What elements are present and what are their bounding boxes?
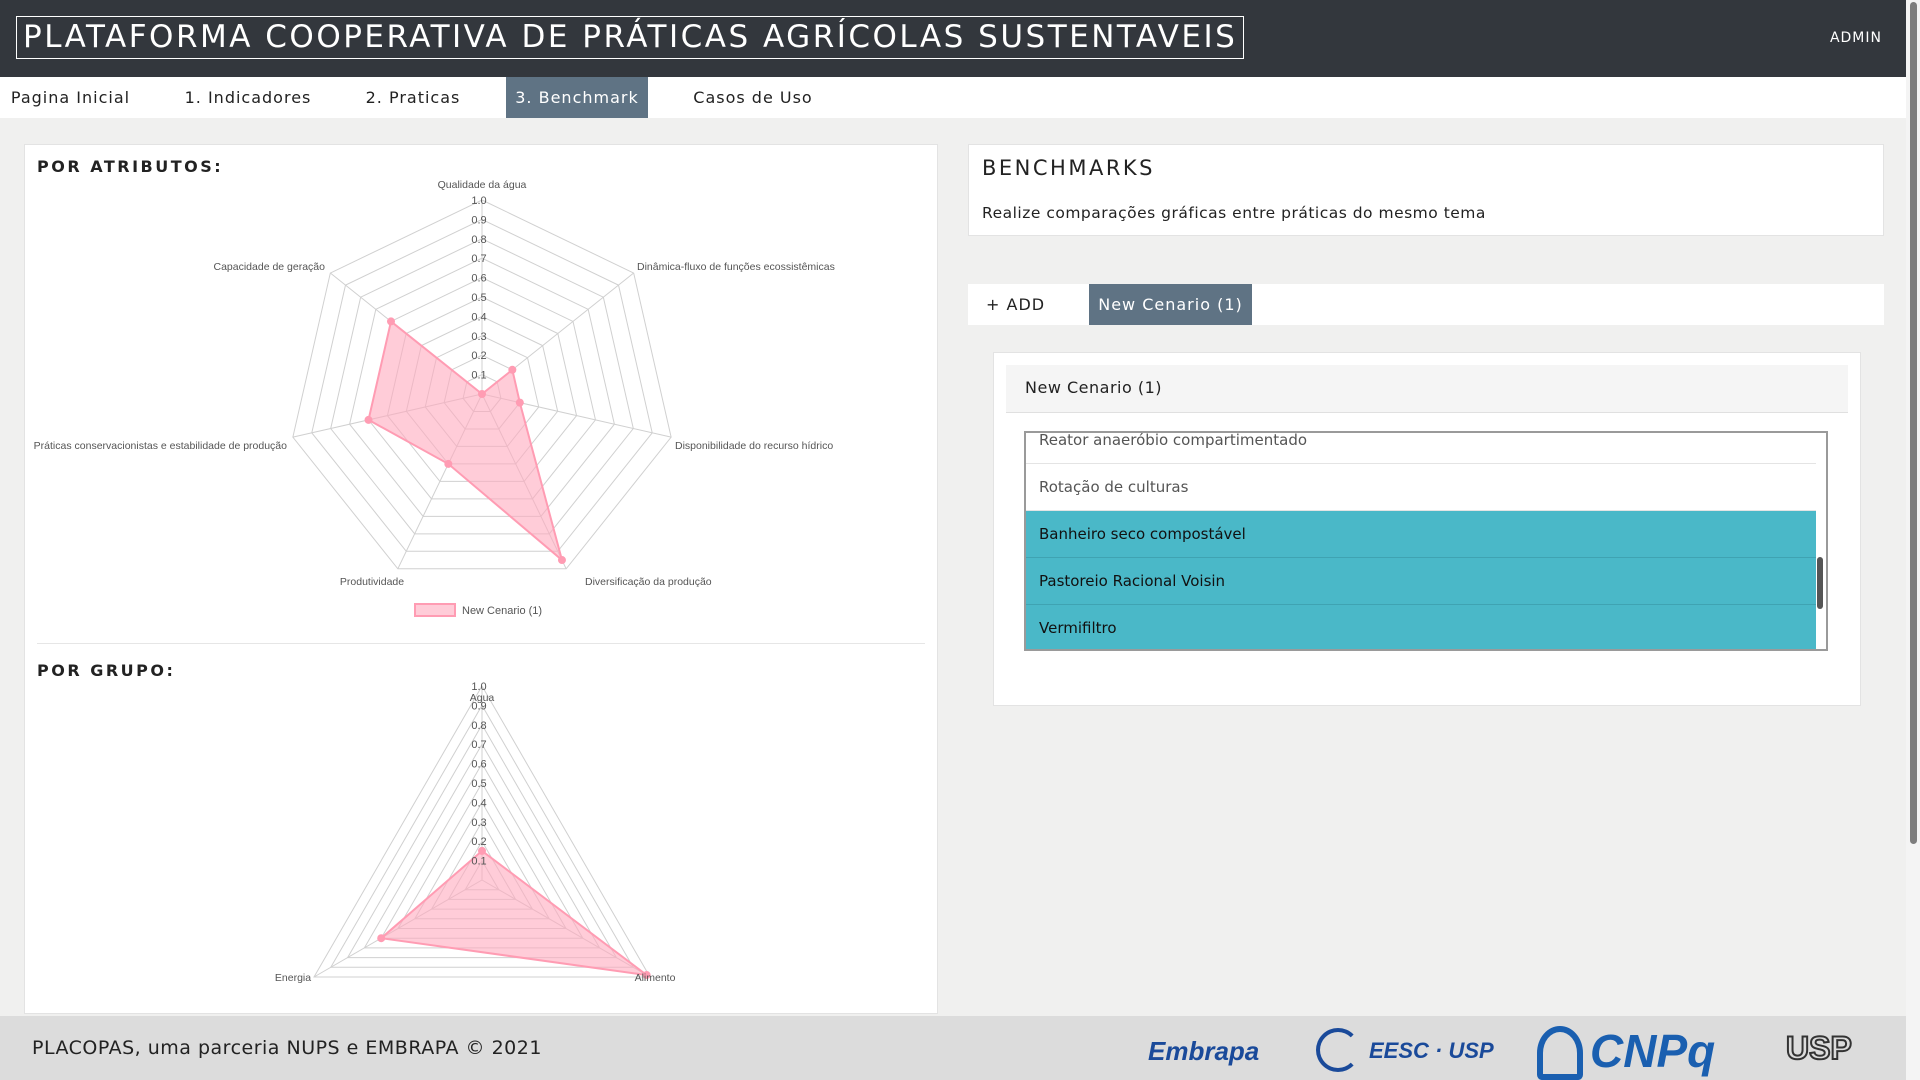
axis-label: Energia xyxy=(275,972,311,984)
axis-label: Capacidade de geração xyxy=(213,261,325,273)
nav-pagina-inicial[interactable]: Pagina Inicial xyxy=(10,88,131,107)
section-title-grupo: POR GRUPO: xyxy=(37,661,176,680)
grid-ring xyxy=(329,704,635,968)
nav-praticas[interactable]: 2. Praticas xyxy=(365,88,461,107)
scenario-header: New Cenario (1) xyxy=(1006,365,1848,413)
axis-label: Disponibilidade do recurso hídrico xyxy=(675,440,833,452)
series-area xyxy=(378,849,651,977)
benchmarks-title: BENCHMARKS xyxy=(982,156,1156,180)
data-point xyxy=(642,971,651,980)
data-point xyxy=(478,390,486,398)
nav-indicadores[interactable]: 1. Indicadores xyxy=(184,88,312,107)
tick-label: 0.2 xyxy=(471,836,486,848)
data-point xyxy=(377,934,386,943)
footer-text: PLACOPAS, uma parceria NUPS e EMBRAPA © … xyxy=(32,1037,542,1059)
data-point xyxy=(515,398,524,407)
data-point xyxy=(478,846,486,855)
charts-panel: POR ATRIBUTOS: 0.1 0.2 0.3 0.4 0.5 0.6 0.7 0.8 0… xyxy=(24,144,938,1014)
list-option-selected[interactable]: Pastoreio Racional Voisin xyxy=(1026,558,1816,605)
scenario-header-label: New Cenario (1) xyxy=(1025,378,1163,397)
grid-ring xyxy=(292,199,672,570)
tick-label: 0.3 xyxy=(471,331,486,343)
axis-label: Diversificação da produção xyxy=(585,576,712,588)
axis-label: Dinâmica-fluxo de funções ecossistêmicas xyxy=(637,261,835,273)
axis-label: Agua xyxy=(470,692,495,704)
eesc-usp-logo: EESC · USP xyxy=(1369,1038,1494,1063)
tick-label: 0.8 xyxy=(471,234,486,246)
benchmarks-subtitle: Realize comparações gráficas entre práti… xyxy=(982,204,1486,222)
data-point xyxy=(557,556,566,565)
add-scenario-button[interactable]: + ADD xyxy=(986,295,1046,314)
tick-label: 0.5 xyxy=(471,292,486,304)
usp-logo: USP xyxy=(1785,1029,1853,1067)
tab-new-cenario[interactable]: New Cenario (1) xyxy=(1089,284,1252,325)
list-option-selected[interactable]: Vermifiltro xyxy=(1026,605,1816,649)
list-option[interactable]: Reator anaeróbio compartimentado xyxy=(1026,433,1816,464)
data-point xyxy=(386,317,395,326)
cnpq-logo: CNPq xyxy=(1590,1025,1716,1077)
nav-benchmark[interactable]: 3. Benchmark xyxy=(506,77,648,118)
legend-swatch xyxy=(414,603,456,617)
scenario-tabs: + ADD New Cenario (1) xyxy=(968,284,1884,325)
admin-menu[interactable]: ADMIN xyxy=(1829,30,1882,46)
axis-label: Práticas conservacionistas e estabilidad… xyxy=(34,440,287,452)
tick-label: 0.2 xyxy=(471,350,486,362)
tick-label: 1.0 xyxy=(471,681,486,693)
grid-ring xyxy=(313,684,651,978)
data-point xyxy=(508,365,517,374)
benchmarks-card: BENCHMARKS Realize comparações gráficas … xyxy=(968,144,1884,236)
list-option[interactable]: Rotação de culturas xyxy=(1026,464,1816,511)
grid-ring xyxy=(311,218,653,552)
top-bar: PLATAFORMA COOPERATIVA DE PRÁTICAS AGRÍC… xyxy=(0,0,1906,77)
series-area xyxy=(367,319,564,563)
tick-label: 0.8 xyxy=(471,720,486,732)
tick-label: 0.5 xyxy=(471,778,486,790)
tick-label: 0.9 xyxy=(471,214,486,226)
legend-label: New Cenario (1) xyxy=(462,605,542,617)
data-point xyxy=(444,459,453,468)
tick-label: 0.7 xyxy=(471,253,486,265)
radar-chart-atributos: 0.1 0.2 0.3 0.4 0.5 0.6 0.7 0.8 0.9 1.0 Qualidade … xyxy=(34,179,835,617)
tick-label: 0.9 xyxy=(471,700,486,712)
tick-label: 0.7 xyxy=(471,739,486,751)
tick-label: 0.1 xyxy=(471,370,486,382)
axis-label: Produtividade xyxy=(340,576,404,588)
list-option-selected[interactable]: Banheiro seco compostável xyxy=(1026,511,1816,558)
section-title-atributos: POR ATRIBUTOS: xyxy=(37,157,224,176)
axis-label: Qualidade da água xyxy=(438,179,527,191)
divider xyxy=(37,643,925,644)
page-scrollbar-thumb[interactable] xyxy=(1910,2,1917,844)
data-point xyxy=(364,415,373,424)
tick-label: 0.1 xyxy=(471,856,486,868)
tick-label: 1.0 xyxy=(471,195,486,207)
eesc-logo-mark xyxy=(1316,1028,1360,1072)
page-scrollbar[interactable] xyxy=(1906,0,1920,1080)
footer: PLACOPAS, uma parceria NUPS e EMBRAPA © … xyxy=(0,1016,1906,1080)
scenario-panel: New Cenario (1) Reator anaeróbio compart… xyxy=(993,352,1861,706)
grid-ring xyxy=(330,238,634,535)
practices-listbox[interactable]: Reator anaeróbio compartimentado Rotação… xyxy=(1024,431,1828,651)
grid-ring xyxy=(346,723,618,959)
app-title[interactable]: PLATAFORMA COOPERATIVA DE PRÁTICAS AGRÍC… xyxy=(16,16,1245,59)
tick-label: 0.4 xyxy=(471,311,486,323)
main-nav: Pagina Inicial 1. Indicadores 2. Pratica… xyxy=(0,77,1906,118)
grid-ring xyxy=(349,257,615,517)
cnpq-logo-mark xyxy=(1537,1026,1583,1080)
embrapa-logo: Embrapa xyxy=(1148,1036,1260,1066)
nav-casos-de-uso[interactable]: Casos de Uso xyxy=(693,88,813,107)
axis-label: Alimento xyxy=(635,972,676,984)
tick-label: 0.4 xyxy=(471,797,486,809)
tick-label: 0.6 xyxy=(471,759,486,771)
tick-label: 0.3 xyxy=(471,817,486,829)
tick-label: 0.6 xyxy=(471,273,486,285)
listbox-scrollbar[interactable] xyxy=(1817,557,1823,609)
